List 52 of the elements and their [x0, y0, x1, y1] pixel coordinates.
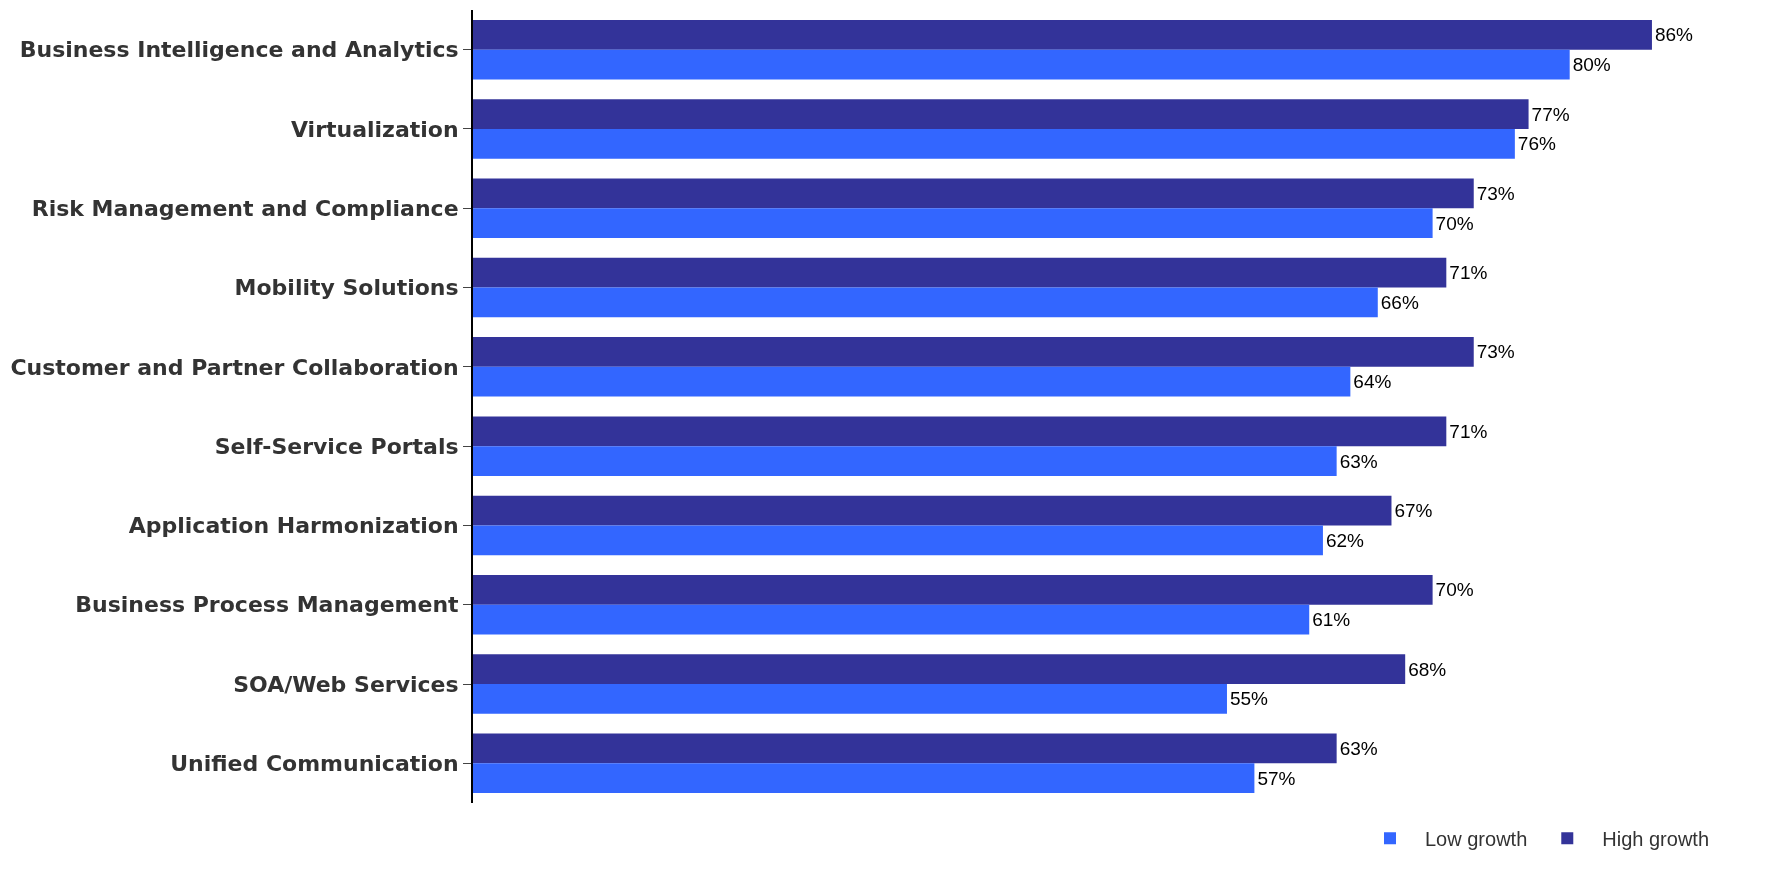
bar	[473, 19, 1652, 50]
bar	[473, 287, 1378, 318]
bar	[473, 416, 1447, 447]
y-tick-label: Risk Management and Compliance	[31, 195, 459, 221]
bar	[473, 684, 1227, 714]
data-label: 70%	[1435, 579, 1474, 601]
data-label: 55%	[1229, 688, 1269, 710]
data-label: 57%	[1257, 767, 1296, 789]
y-tick-label: Virtualization	[290, 116, 459, 142]
data-label: 76%	[1517, 133, 1556, 155]
bar	[473, 446, 1337, 476]
bar	[473, 257, 1447, 288]
data-label: 86%	[1654, 24, 1694, 46]
bar	[473, 495, 1392, 526]
bar	[473, 337, 1474, 367]
y-tick-label: SOA/Web Services	[233, 671, 459, 697]
data-label: 63%	[1339, 450, 1378, 472]
y-tick-label: Customer and Partner Collaboration	[10, 354, 459, 380]
data-label: 61%	[1312, 609, 1351, 631]
data-label: 77%	[1531, 103, 1570, 125]
bar	[473, 49, 1570, 80]
y-tick-label: Business Intelligence and Analytics	[19, 37, 459, 63]
data-label: 64%	[1353, 371, 1392, 393]
y-tick-label: Business Process Management	[75, 592, 460, 618]
bar	[473, 604, 1310, 635]
legend-label: Low growth	[1425, 828, 1528, 851]
data-label: 71%	[1449, 420, 1488, 442]
y-tick-label: Unified Communication	[170, 751, 459, 777]
data-label: 68%	[1408, 658, 1447, 680]
y-tick-label: Self-Service Portals	[214, 433, 459, 459]
bar	[473, 654, 1406, 685]
bar	[473, 208, 1433, 238]
data-label: 67%	[1394, 500, 1433, 522]
data-label: 70%	[1435, 212, 1474, 234]
data-label: 73%	[1476, 182, 1515, 204]
bar	[473, 178, 1474, 209]
data-label: 80%	[1572, 54, 1611, 76]
y-tick-label: Application Harmonization	[128, 513, 459, 539]
data-label: 73%	[1476, 341, 1515, 363]
bar	[473, 128, 1515, 159]
bar	[473, 763, 1255, 794]
bar	[473, 575, 1433, 605]
bar	[473, 733, 1337, 764]
bar	[473, 366, 1351, 397]
bar	[473, 99, 1529, 129]
bar	[473, 525, 1323, 556]
legend-label: High growth	[1602, 828, 1709, 851]
data-label: 63%	[1339, 737, 1378, 759]
data-label: 71%	[1449, 262, 1488, 284]
data-label: 62%	[1325, 529, 1365, 551]
y-tick-label: Mobility Solutions	[234, 275, 459, 301]
data-label: 66%	[1380, 291, 1419, 313]
